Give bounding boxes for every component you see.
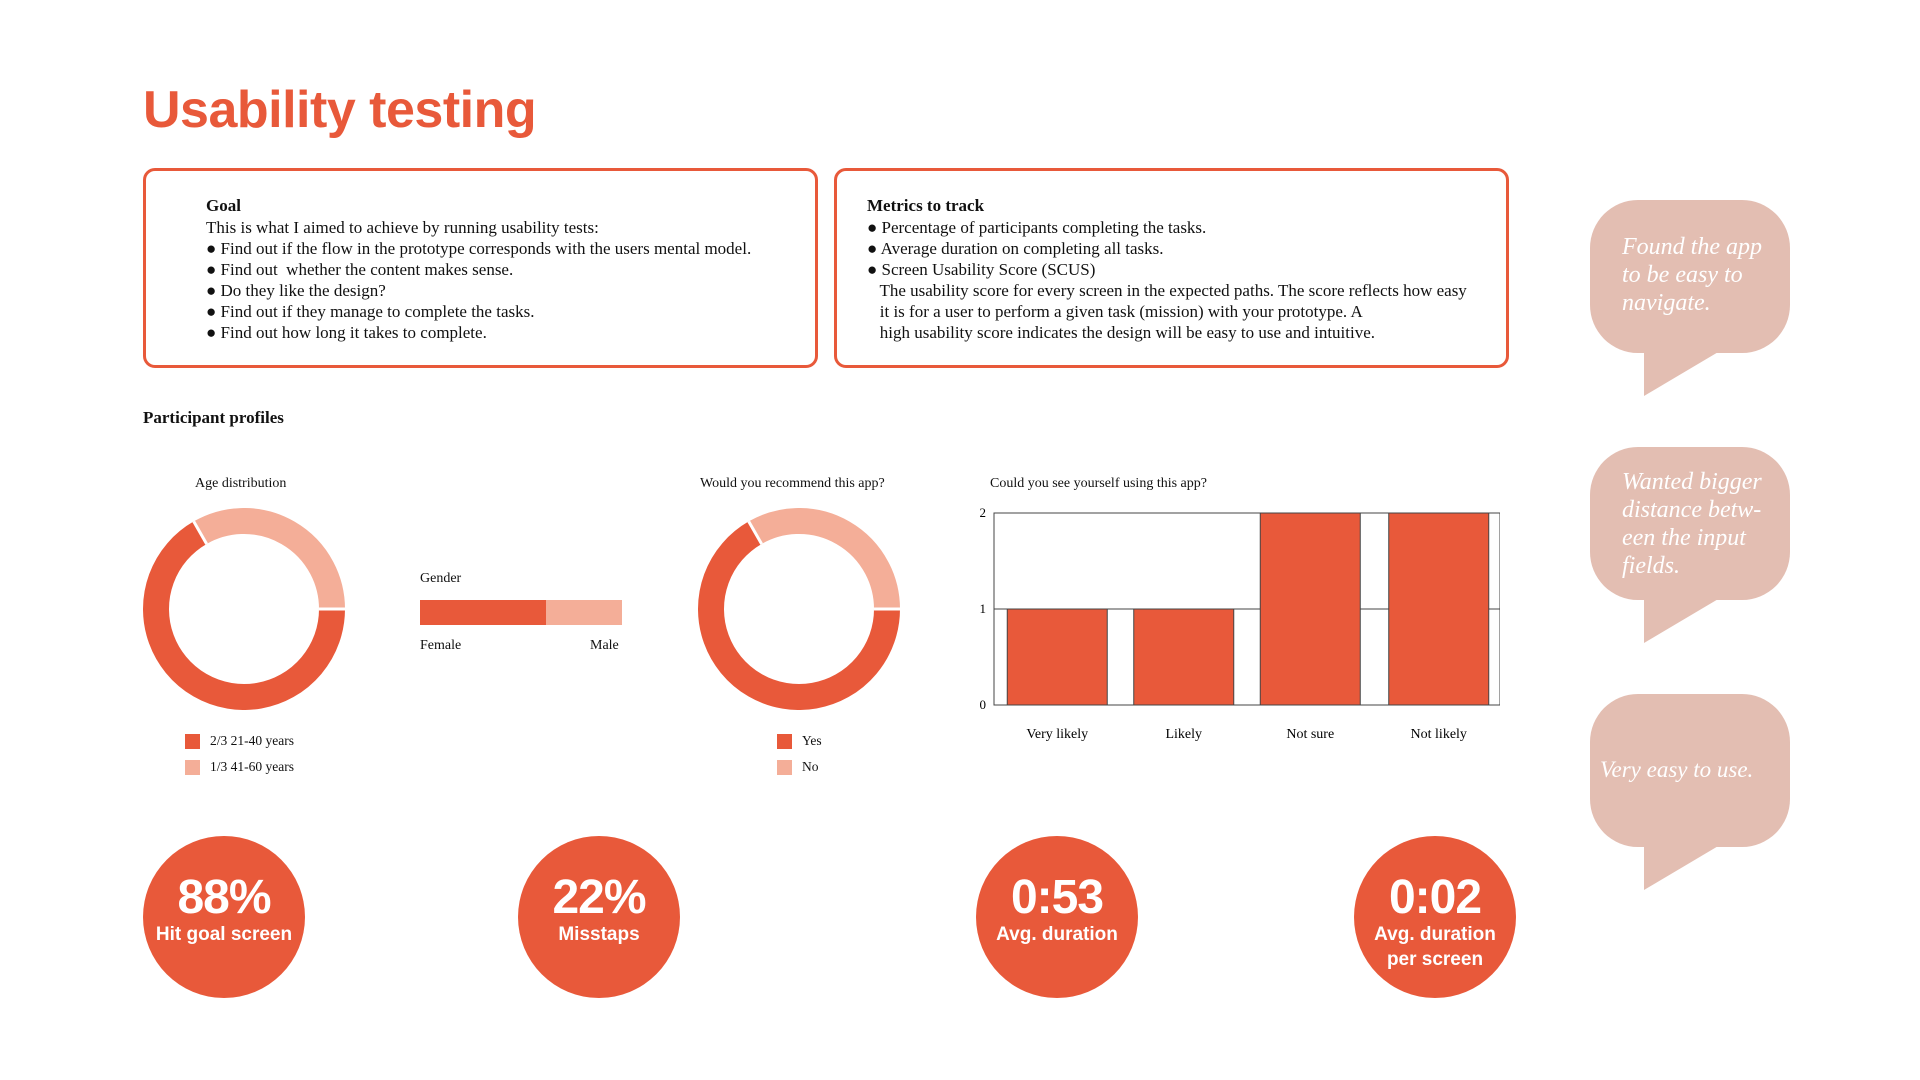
metrics-line: ● Average duration on completing all tas… [867, 239, 1164, 258]
stat-value: 0:53 [1010, 871, 1104, 924]
goal-box: Goal This is what I aimed to achieve by … [143, 168, 818, 368]
category-label: Likely [1165, 727, 1202, 742]
stat-label: Misstaps [558, 924, 640, 945]
stat-hit-goal: 88% Hit goal screen [143, 836, 305, 998]
stat-label: Hit goal screen [155, 924, 293, 945]
goal-line: ● Find out if the flow in the prototype … [206, 239, 752, 258]
metrics-line: ● Percentage of participants completing … [867, 218, 1207, 237]
stat-label: Avg. duration per screen [1374, 924, 1496, 970]
legend-label: 2/3 21-40 years [210, 733, 294, 748]
goal-heading: Goal [206, 196, 241, 215]
bubble-body [1590, 447, 1790, 600]
age-legend-item: 2/3 21-40 years [185, 733, 294, 749]
gender-chart-title: Gender [420, 571, 462, 586]
age-chart-title: Age distribution [195, 476, 287, 491]
bubble-body [1590, 200, 1790, 353]
age-donut-chart [143, 508, 345, 710]
legend-label: Yes [802, 733, 822, 748]
bubble-body [1590, 694, 1790, 847]
gender-bar-male [546, 600, 622, 625]
bubble-tail [1644, 587, 1725, 643]
donut-slice-no [748, 508, 900, 610]
gender-stacked-bar [420, 600, 622, 625]
recommend-legend-item: No [777, 759, 819, 775]
participant-profiles-heading: Participant profiles [143, 408, 284, 427]
bubble-line: fields. [1622, 553, 1680, 579]
bubble-line: een the input [1622, 525, 1746, 551]
category-label: Not sure [1286, 727, 1334, 742]
metrics-line: ● Screen Usability Score (SCUS) [867, 260, 1096, 279]
bar-very-likely [1006, 608, 1108, 706]
speech-bubble-3 [1590, 694, 1790, 890]
legend-swatch [185, 759, 200, 775]
y-tick-label: 0 [980, 697, 987, 712]
speech-bubble-2 [1590, 447, 1790, 643]
recommend-chart-title: Would you recommend this app? [700, 476, 885, 491]
category-label: Very likely [1026, 727, 1088, 742]
legend-swatch [185, 733, 200, 749]
legend-label: No [802, 759, 819, 774]
gender-label-male: Male [590, 638, 619, 653]
category-label: Not likely [1411, 727, 1467, 742]
gender-bar-female [420, 600, 547, 625]
metrics-line: The usability score for every screen in … [867, 281, 1467, 300]
stat-value: 88% [177, 871, 271, 924]
donut-slice-yes [698, 521, 900, 710]
bubble-line: to be easy to [1622, 262, 1743, 288]
bubble-line: distance betw- [1622, 497, 1762, 523]
metrics-line: high usability score indicates the desig… [867, 323, 1376, 342]
goal-line: ● Find out how long it takes to complete… [206, 323, 487, 342]
slice-separator [747, 520, 763, 545]
y-tick-label: 2 [980, 505, 987, 520]
metrics-box: Metrics to track ● Percentage of partici… [834, 168, 1509, 368]
metrics-line: it is for a user to perform a given task… [867, 302, 1363, 321]
bubble-line: Found the app [1622, 234, 1762, 260]
metrics-list: ● Percentage of participants completing … [867, 217, 1467, 343]
bubble-line: navigate. [1622, 290, 1711, 316]
bar-not-sure [1259, 512, 1361, 706]
age-legend-item: 1/3 41-60 years [185, 759, 294, 775]
legend-swatch [777, 733, 792, 749]
likelihood-bar-chart: 0 1 2 Very likely Likely Not sure Not likely [980, 505, 1500, 742]
gender-label-female: Female [420, 638, 462, 653]
stat-misstaps: 22% Misstaps [518, 836, 680, 998]
metrics-heading: Metrics to track [867, 196, 985, 215]
bubble-tail [1644, 340, 1725, 396]
stat-avg-duration-per-screen: 0:02 Avg. duration per screen [1354, 836, 1516, 998]
bubble-tail [1644, 834, 1725, 890]
goal-line: ● Find out whether the content makes sen… [206, 260, 514, 279]
donut-slice-21-40 [143, 521, 345, 710]
goal-line: This is what I aimed to achieve by runni… [206, 218, 599, 237]
y-tick-label: 1 [980, 601, 987, 616]
donut-slice-41-60 [193, 508, 345, 610]
stat-avg-duration: 0:53 Avg. duration [976, 836, 1138, 998]
goal-line: ● Do they like the design? [206, 281, 386, 300]
stat-value: 0:02 [1388, 871, 1482, 924]
bubble-quote-3: Very easy to use. [1600, 756, 1753, 784]
legend-swatch [777, 759, 792, 775]
bubble-line: Wanted bigger [1622, 469, 1762, 495]
likelihood-chart-title: Could you see yourself using this app? [990, 476, 1207, 491]
bar-likely [1133, 608, 1235, 706]
bubble-quote-2: Wanted bigger distance betw- een the inp… [1622, 468, 1762, 580]
recommend-legend-item: Yes [777, 733, 822, 749]
legend-label: 1/3 41-60 years [210, 759, 294, 774]
recommend-donut-chart [698, 508, 900, 710]
page-title: Usability testing [143, 81, 537, 139]
goal-list: This is what I aimed to achieve by runni… [206, 217, 751, 343]
stat-value: 22% [552, 871, 646, 924]
bubble-quote-1: Found the app to be easy to navigate. [1622, 233, 1762, 317]
goal-line: ● Find out if they manage to complete th… [206, 302, 535, 321]
bubble-line: Very easy to use. [1600, 757, 1754, 782]
slice-separator [192, 520, 208, 545]
bar-not-likely [1388, 512, 1490, 706]
speech-bubble-1 [1590, 200, 1790, 396]
stat-label: Avg. duration [996, 924, 1118, 945]
